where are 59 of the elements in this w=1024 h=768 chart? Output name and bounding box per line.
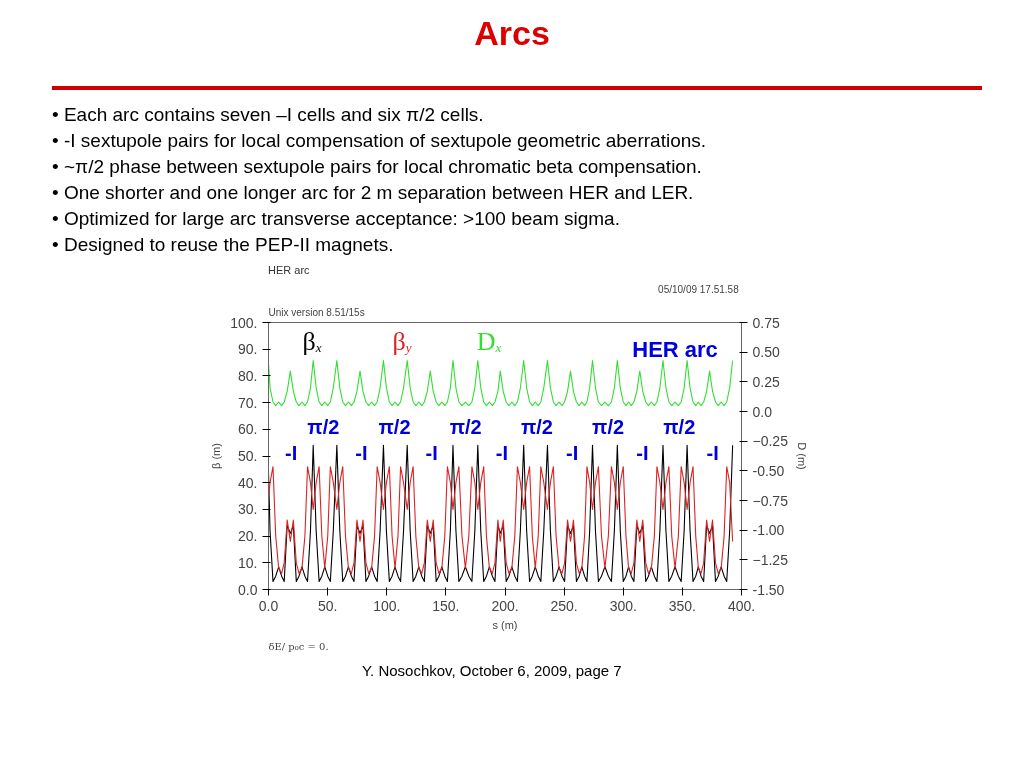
x-tick-label: 300. bbox=[609, 597, 637, 614]
y-axis-title: β (m) bbox=[210, 443, 223, 469]
annotation: π/2 bbox=[592, 415, 625, 438]
y-tick-label: 40. bbox=[238, 474, 258, 491]
line-series bbox=[268, 359, 734, 407]
y2-tick-label: 0.0 bbox=[752, 403, 773, 420]
y-tick-label: 70. bbox=[238, 394, 258, 411]
x-tick-label: 200. bbox=[491, 597, 519, 614]
x-axis-title: s (m) bbox=[492, 618, 518, 631]
x-tick-label: 50. bbox=[317, 597, 338, 614]
y2-tick-label: 0.75 bbox=[752, 314, 780, 331]
y-tick-label: 60. bbox=[238, 421, 258, 438]
annotation: -I bbox=[495, 442, 509, 465]
chart-subtitle: • Each arc contains seven –I cells and six π/2 cells. • -I sextupole pairs for local compensation of sextupole geometric aberrations. • ~π/2 phase between sextupole pairs for local chromatic beta compensation. • One shorter and one longer arc for 2 m separation between HER and LER. • Optimized for large arc transverse acceptance: >100 beam sigma. • Designed to reuse the PEP-II magnets. bbox=[52, 103, 707, 257]
annotation: -I bbox=[706, 442, 719, 465]
text: δE/ p₀c = 0. bbox=[268, 640, 329, 652]
text: βy bbox=[392, 326, 412, 356]
text: Unix version 8.51/15s bbox=[268, 306, 365, 318]
y-tick-label: 50. bbox=[238, 448, 258, 464]
annotation: π/2 bbox=[520, 415, 553, 438]
y2-tick-label: -1.50 bbox=[752, 581, 785, 598]
series-label: Dx bbox=[476, 326, 502, 356]
annotation: -I bbox=[566, 442, 579, 465]
chart-title: Arcs bbox=[473, 14, 551, 53]
text: HER arc bbox=[268, 264, 310, 276]
x-tick-label: 100. bbox=[373, 597, 401, 614]
y-tick-label: 30. bbox=[238, 501, 258, 518]
annotation: π/2 bbox=[378, 415, 411, 438]
y2-axis-title: D (m) bbox=[795, 442, 808, 470]
annotation: -I bbox=[425, 442, 438, 465]
text: Y. Nosochkov, October 6, 2009, page 7 bbox=[362, 662, 622, 679]
x-tick-label: 250. bbox=[550, 597, 578, 614]
y2-tick-label: -0.50 bbox=[752, 462, 785, 479]
x-tick-label: 400. bbox=[727, 597, 756, 614]
y-tick-label: 80. bbox=[238, 367, 258, 384]
y2-tick-label: 0.50 bbox=[752, 344, 780, 361]
y-tick-label: 10. bbox=[238, 554, 258, 571]
y2-tick-label: −1.25 bbox=[752, 551, 789, 568]
y2-tick-label: −0.75 bbox=[752, 492, 789, 509]
y-tick-label: 20. bbox=[238, 528, 258, 545]
y2-tick-label: −0.25 bbox=[752, 433, 789, 450]
text: βx bbox=[302, 326, 322, 356]
y-tick-label: 90. bbox=[238, 341, 258, 358]
annotation: π/2 bbox=[449, 415, 482, 438]
x-tick-label: 0.0 bbox=[258, 597, 279, 614]
annotation: -I bbox=[355, 442, 368, 465]
annotation: HER arc bbox=[632, 336, 718, 362]
annotation: π/2 bbox=[663, 415, 696, 438]
y-tick-label: 0.0 bbox=[238, 581, 258, 598]
annotation: π/2 bbox=[307, 415, 340, 438]
y-tick-label: 100. bbox=[230, 314, 258, 331]
x-tick-label: 150. bbox=[432, 597, 460, 614]
line-series bbox=[268, 466, 734, 575]
text: 05/10/09 17.51.58 bbox=[658, 283, 740, 295]
x-tick-label: 350. bbox=[668, 597, 696, 614]
annotation: -I bbox=[636, 442, 649, 465]
y2-tick-label: 0.25 bbox=[752, 373, 780, 390]
annotation: -I bbox=[285, 442, 298, 465]
y2-tick-label: -1.00 bbox=[752, 522, 785, 539]
